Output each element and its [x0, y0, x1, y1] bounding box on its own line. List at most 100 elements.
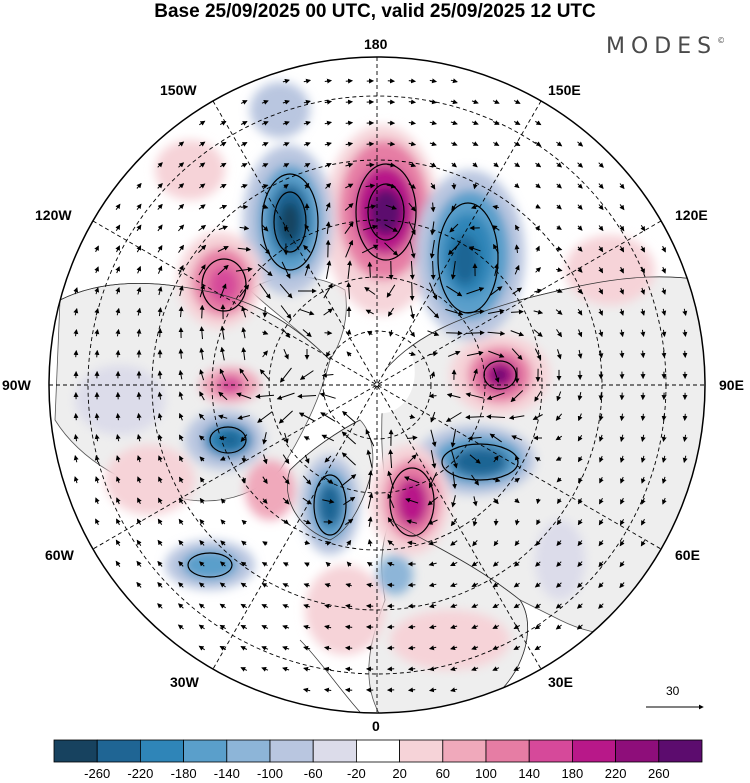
- wind-vectors: [73, 78, 688, 693]
- wind-vector: [303, 645, 311, 651]
- wind-vector: [322, 498, 335, 504]
- wind-vector: [218, 391, 228, 401]
- wind-vector: [365, 429, 375, 447]
- wind-vector: [94, 349, 100, 358]
- wind-vector: [320, 412, 336, 422]
- wind-vector: [430, 162, 437, 168]
- wind-vector: [262, 307, 268, 318]
- wind-vector: [428, 666, 437, 672]
- wind-vector: [178, 183, 185, 189]
- wind-vector: [577, 162, 584, 168]
- wind-vector: [450, 99, 458, 105]
- wind-vector: [388, 449, 394, 469]
- wind-vector: [198, 224, 207, 231]
- wind-vector: [282, 604, 290, 609]
- wind-vector: [387, 162, 396, 168]
- wind-vector: [361, 244, 379, 254]
- wind-vector: [407, 645, 416, 651]
- wind-vector: [282, 645, 290, 651]
- wind-vector: [662, 497, 667, 505]
- wind-vector: [492, 120, 500, 125]
- wind-vector: [409, 260, 415, 280]
- wind-vector: [619, 225, 625, 232]
- wind-vector: [366, 162, 375, 168]
- wind-vector: [115, 412, 121, 421]
- wind-vector: [406, 519, 418, 525]
- wind-vector: [598, 392, 604, 401]
- wind-vector: [261, 121, 269, 126]
- wind-vector: [366, 582, 374, 588]
- wind-vector: [341, 431, 357, 445]
- wind-vector: [472, 539, 478, 547]
- wind-vector: [446, 285, 463, 297]
- wind-vector: [94, 307, 100, 316]
- wind-vector: [303, 624, 311, 630]
- wind-vector: [407, 603, 416, 609]
- wind-vector: [661, 413, 667, 422]
- wind-vector: [661, 308, 667, 316]
- wind-vector: [199, 304, 205, 319]
- wind-vector: [344, 687, 353, 693]
- wind-vector: [198, 264, 206, 276]
- wind-vector: [73, 454, 79, 463]
- wind-vector: [534, 645, 542, 651]
- wind-vector: [367, 516, 373, 527]
- wind-vector: [640, 266, 645, 274]
- wind-vector: [217, 246, 229, 252]
- wind-vector: [179, 434, 184, 442]
- wind-vector: [302, 497, 312, 505]
- brand-text: MODES: [606, 34, 718, 59]
- wind-vector: [342, 474, 357, 486]
- wind-vector: [240, 667, 248, 672]
- anomaly-positive-60w: [105, 445, 195, 515]
- wind-vector: [241, 326, 247, 339]
- wind-vector: [367, 470, 373, 490]
- wind-vector: [73, 433, 79, 442]
- wind-vector: [261, 142, 269, 147]
- wind-vector: [239, 225, 250, 231]
- wind-vector: [430, 371, 436, 379]
- wind-vector: [514, 454, 520, 463]
- wind-vector: [298, 412, 315, 422]
- wind-vector: [513, 603, 520, 609]
- wind-vector: [492, 582, 499, 588]
- wind-vector: [280, 305, 292, 320]
- wind-vector: [282, 475, 290, 485]
- colorbar-swatch: [226, 739, 271, 763]
- wind-vector: [157, 224, 163, 232]
- wind-vector: [115, 287, 121, 295]
- wind-vector: [598, 204, 604, 211]
- wind-vector: [408, 183, 416, 189]
- wind-vector: [219, 624, 226, 630]
- wind-vector: [486, 392, 505, 400]
- wind-vector: [640, 245, 645, 253]
- wind-vector: [198, 645, 205, 651]
- wind-vector: [451, 162, 457, 168]
- wind-vector: [429, 282, 438, 301]
- wind-vector: [452, 471, 457, 490]
- wind-vector: [178, 497, 184, 504]
- wind-vector: [157, 434, 163, 442]
- wind-vector: [325, 260, 332, 279]
- wind-vector: [261, 100, 269, 105]
- wind-vector: [73, 328, 79, 337]
- wind-vector: [492, 477, 501, 483]
- colorbar-swatch: [139, 739, 184, 763]
- wind-vector: [467, 350, 484, 357]
- wind-vector: [472, 496, 478, 507]
- wind-vector: [115, 560, 121, 567]
- wind-vector: [556, 349, 562, 360]
- wind-vector: [218, 414, 228, 420]
- wind-vector: [283, 163, 290, 168]
- wind-vector: [344, 666, 353, 672]
- wind-vector: [199, 561, 205, 567]
- wind-vector: [324, 603, 332, 609]
- wind-vector: [430, 411, 436, 423]
- wind-vector: [598, 267, 604, 274]
- wind-vector: [556, 162, 563, 168]
- wind-vector: [514, 540, 520, 547]
- wind-vector: [578, 498, 583, 505]
- wind-vector: [535, 267, 542, 273]
- wind-vector: [407, 666, 416, 672]
